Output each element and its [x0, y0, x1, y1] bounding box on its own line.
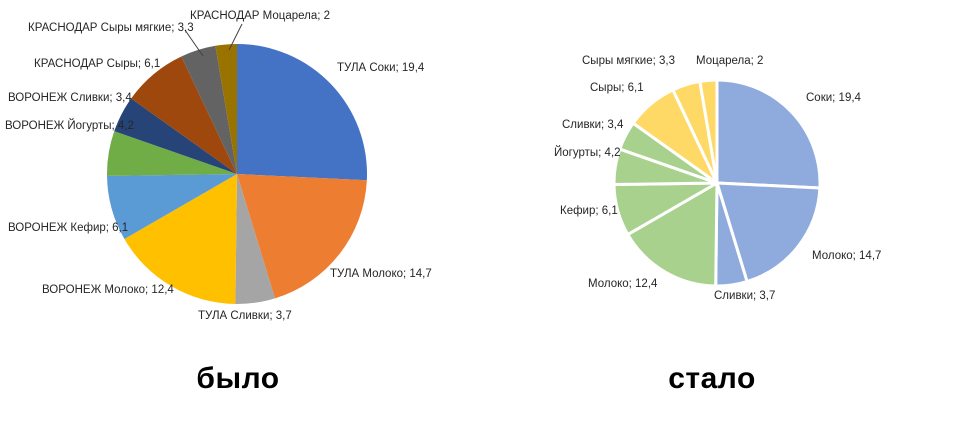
pie-slice-label: Молоко; 14,7 [812, 250, 882, 262]
pie-slice-label: ВОРОНЕЖ Сливки; 3,4 [8, 92, 132, 104]
pie-slice [114, 98, 237, 174]
pie-slice [124, 174, 237, 304]
pie-slice-label: Йогурты; 4,2 [554, 147, 621, 159]
label-leader-line [228, 23, 243, 51]
pie-slice-label: Моцарела; 2 [696, 55, 764, 67]
pie-slice [107, 131, 237, 176]
chart-title-before: было [196, 362, 280, 395]
pie-slice-label: Кефир; 6,1 [560, 205, 618, 217]
pie-slice [715, 181, 822, 284]
pie-slice-label: ТУЛА Соки; 19,4 [337, 62, 425, 74]
pie-slice [698, 78, 719, 185]
pie-slice [235, 174, 275, 304]
pie-slice-label: Молоко; 12,4 [588, 278, 658, 290]
pie-slice-label: ВОРОНЕЖ Кефир; 6,1 [8, 222, 129, 234]
pie-slice [131, 56, 237, 174]
pie-slice-label: КРАСНОДАР Сыры; 6,1 [34, 58, 161, 70]
pie-slice-label: ВОРОНЕЖ Йогурты; 4,2 [5, 120, 134, 132]
pie-slice-label: Сыры мягкие; 3,3 [582, 55, 675, 67]
pie-slice-label: ТУЛА Молоко; 14,7 [330, 268, 432, 280]
chart-title-after: стало [668, 362, 756, 395]
pie-slice [237, 44, 367, 181]
pie-slice-label: Сыры; 6,1 [590, 82, 644, 94]
pie-slice [715, 78, 822, 190]
pie-slice [215, 44, 237, 174]
pie-slice [626, 181, 719, 288]
pie-slice [181, 45, 237, 174]
pie-slice-label: Соки; 19,4 [806, 92, 861, 104]
pie-slice-label: ВОРОНЕЖ Молоко; 12,4 [42, 284, 174, 296]
pie-slice-label: Сливки; 3,4 [562, 119, 624, 131]
pie-slice [237, 174, 367, 299]
pie-slice [107, 174, 238, 239]
label-leader-line [184, 29, 204, 57]
pie-slice-label: ТУЛА Сливки; 3,7 [198, 310, 292, 322]
pie-slice-label: КРАСНОДАР Моцарела; 2 [190, 10, 331, 22]
pie-slice-label: КРАСНОДАР Сыры мягкие; 3,3 [28, 22, 194, 34]
pie-slice-label: Сливки; 3,7 [714, 290, 776, 302]
